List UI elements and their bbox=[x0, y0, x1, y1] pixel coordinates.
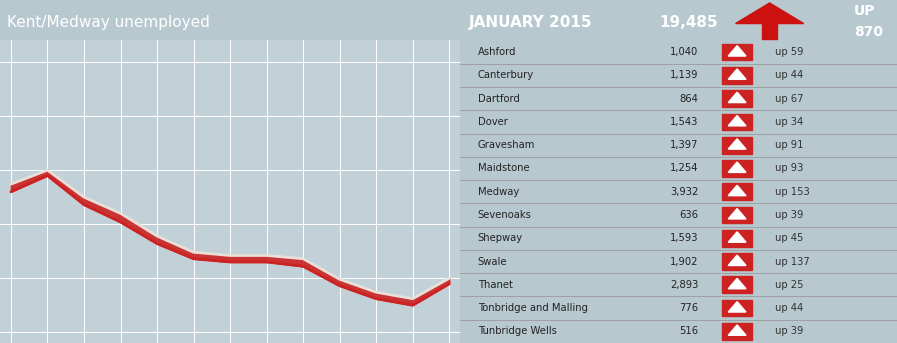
Text: 636: 636 bbox=[679, 210, 698, 220]
Polygon shape bbox=[728, 92, 746, 103]
Bar bbox=[722, 230, 752, 247]
Text: Shepway: Shepway bbox=[477, 233, 523, 243]
Text: UP: UP bbox=[854, 4, 875, 18]
Text: up 39: up 39 bbox=[775, 210, 803, 220]
Text: up 45: up 45 bbox=[775, 233, 803, 243]
Bar bbox=[722, 160, 752, 177]
Text: 864: 864 bbox=[679, 94, 698, 104]
Bar bbox=[722, 253, 752, 270]
Text: 2,893: 2,893 bbox=[670, 280, 698, 290]
Text: up 34: up 34 bbox=[775, 117, 803, 127]
Text: Medway: Medway bbox=[477, 187, 518, 197]
Text: 1,040: 1,040 bbox=[670, 47, 698, 57]
Text: up 44: up 44 bbox=[775, 303, 803, 313]
Bar bbox=[722, 276, 752, 293]
Text: 870: 870 bbox=[854, 25, 883, 38]
Text: Gravesham: Gravesham bbox=[477, 140, 535, 150]
Text: JANUARY 2015: JANUARY 2015 bbox=[469, 15, 593, 30]
Text: up 25: up 25 bbox=[775, 280, 803, 290]
Text: Tonbridge and Malling: Tonbridge and Malling bbox=[477, 303, 588, 313]
Text: Dover: Dover bbox=[477, 117, 508, 127]
Text: 776: 776 bbox=[679, 303, 698, 313]
Bar bbox=[762, 24, 777, 39]
Text: Canterbury: Canterbury bbox=[477, 70, 534, 80]
Polygon shape bbox=[728, 69, 746, 79]
Text: 1,139: 1,139 bbox=[670, 70, 698, 80]
Bar bbox=[722, 114, 752, 130]
Bar bbox=[722, 44, 752, 60]
Text: Maidstone: Maidstone bbox=[477, 164, 529, 174]
Polygon shape bbox=[728, 46, 746, 56]
Polygon shape bbox=[728, 279, 746, 289]
Text: up 153: up 153 bbox=[775, 187, 809, 197]
Text: 1,593: 1,593 bbox=[670, 233, 698, 243]
Text: up 91: up 91 bbox=[775, 140, 803, 150]
Polygon shape bbox=[728, 301, 746, 312]
Polygon shape bbox=[728, 162, 746, 173]
Polygon shape bbox=[728, 185, 746, 196]
Text: up 93: up 93 bbox=[775, 164, 803, 174]
Text: up 39: up 39 bbox=[775, 326, 803, 336]
Text: Swale: Swale bbox=[477, 257, 507, 267]
Bar bbox=[722, 67, 752, 84]
Text: up 67: up 67 bbox=[775, 94, 803, 104]
Text: Tunbridge Wells: Tunbridge Wells bbox=[477, 326, 556, 336]
Text: Kent/Medway unemployed: Kent/Medway unemployed bbox=[7, 15, 210, 30]
Text: 19,485: 19,485 bbox=[659, 15, 718, 30]
Text: 3,932: 3,932 bbox=[670, 187, 698, 197]
Bar bbox=[722, 137, 752, 154]
Bar bbox=[722, 300, 752, 317]
Polygon shape bbox=[728, 116, 746, 126]
Text: Thanet: Thanet bbox=[477, 280, 512, 290]
Polygon shape bbox=[728, 232, 746, 242]
Text: Ashford: Ashford bbox=[477, 47, 516, 57]
Text: 1,902: 1,902 bbox=[670, 257, 698, 267]
Text: up 44: up 44 bbox=[775, 70, 803, 80]
Text: 516: 516 bbox=[679, 326, 698, 336]
Text: 1,254: 1,254 bbox=[670, 164, 698, 174]
Text: Sevenoaks: Sevenoaks bbox=[477, 210, 532, 220]
Polygon shape bbox=[728, 325, 746, 335]
Text: Dartford: Dartford bbox=[477, 94, 519, 104]
Polygon shape bbox=[728, 255, 746, 265]
Polygon shape bbox=[728, 209, 746, 219]
Text: 1,543: 1,543 bbox=[670, 117, 698, 127]
Polygon shape bbox=[736, 3, 804, 24]
Bar bbox=[722, 323, 752, 340]
Bar bbox=[722, 90, 752, 107]
Polygon shape bbox=[728, 139, 746, 149]
Text: up 59: up 59 bbox=[775, 47, 803, 57]
Bar bbox=[722, 206, 752, 223]
Text: up 137: up 137 bbox=[775, 257, 809, 267]
Text: 1,397: 1,397 bbox=[670, 140, 698, 150]
Bar bbox=[722, 184, 752, 200]
